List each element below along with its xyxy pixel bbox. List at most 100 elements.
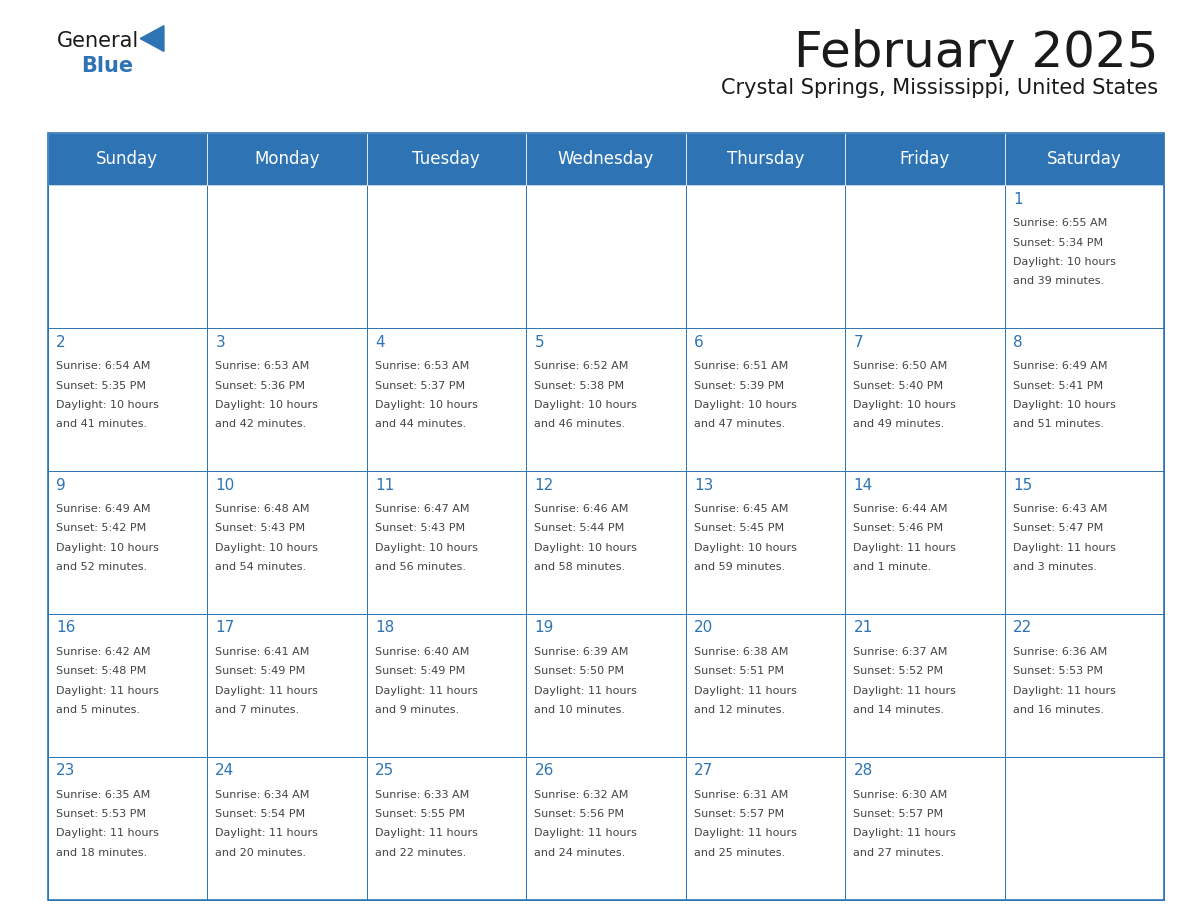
Text: Sunrise: 6:53 AM: Sunrise: 6:53 AM [215, 362, 310, 371]
Text: Sunrise: 6:34 AM: Sunrise: 6:34 AM [215, 789, 310, 800]
Text: and 27 minutes.: and 27 minutes. [853, 847, 944, 857]
Bar [367, 329, 526, 471]
Text: Daylight: 11 hours: Daylight: 11 hours [853, 828, 956, 838]
Text: and 56 minutes.: and 56 minutes. [375, 562, 466, 572]
Text: 25: 25 [375, 763, 394, 778]
Text: Sunset: 5:52 PM: Sunset: 5:52 PM [853, 666, 943, 677]
Text: Sunset: 5:42 PM: Sunset: 5:42 PM [56, 523, 146, 533]
Text: 11: 11 [375, 477, 394, 493]
Text: Sunset: 5:39 PM: Sunset: 5:39 PM [694, 381, 784, 390]
Text: 4: 4 [375, 335, 385, 350]
Text: Sunset: 5:57 PM: Sunset: 5:57 PM [694, 809, 784, 819]
Text: Sunrise: 6:32 AM: Sunrise: 6:32 AM [535, 789, 628, 800]
Text: 16: 16 [56, 621, 75, 635]
Text: and 22 minutes.: and 22 minutes. [375, 847, 466, 857]
Text: Sunrise: 6:31 AM: Sunrise: 6:31 AM [694, 789, 788, 800]
Bar [1005, 471, 1164, 614]
Bar [207, 329, 367, 471]
Text: Saturday: Saturday [1047, 151, 1121, 168]
Bar [1005, 756, 1164, 900]
Text: Daylight: 11 hours: Daylight: 11 hours [853, 543, 956, 553]
Bar [48, 756, 207, 900]
Text: Sunrise: 6:48 AM: Sunrise: 6:48 AM [215, 504, 310, 514]
Text: and 42 minutes.: and 42 minutes. [215, 420, 307, 429]
Text: Sunset: 5:49 PM: Sunset: 5:49 PM [375, 666, 466, 677]
Bar [685, 471, 845, 614]
Text: 18: 18 [375, 621, 394, 635]
Text: Daylight: 10 hours: Daylight: 10 hours [56, 543, 159, 553]
Text: 2: 2 [56, 335, 65, 350]
Text: Daylight: 10 hours: Daylight: 10 hours [694, 543, 797, 553]
Text: Sunrise: 6:47 AM: Sunrise: 6:47 AM [375, 504, 469, 514]
Bar [526, 329, 685, 471]
Text: Daylight: 10 hours: Daylight: 10 hours [375, 543, 478, 553]
Text: and 16 minutes.: and 16 minutes. [1013, 705, 1104, 715]
Bar [207, 471, 367, 614]
Text: and 10 minutes.: and 10 minutes. [535, 705, 625, 715]
Text: Sunrise: 6:51 AM: Sunrise: 6:51 AM [694, 362, 788, 371]
Text: Daylight: 10 hours: Daylight: 10 hours [215, 400, 318, 409]
Bar [367, 614, 526, 756]
Text: Sunrise: 6:39 AM: Sunrise: 6:39 AM [535, 647, 628, 657]
Text: Daylight: 10 hours: Daylight: 10 hours [1013, 257, 1116, 267]
Text: Daylight: 11 hours: Daylight: 11 hours [535, 828, 637, 838]
Text: 7: 7 [853, 335, 864, 350]
Bar [685, 185, 845, 329]
Text: and 49 minutes.: and 49 minutes. [853, 420, 944, 429]
Text: and 46 minutes.: and 46 minutes. [535, 420, 626, 429]
Text: and 59 minutes.: and 59 minutes. [694, 562, 785, 572]
Bar [685, 614, 845, 756]
Bar [207, 185, 367, 329]
Bar [526, 185, 685, 329]
Text: Daylight: 11 hours: Daylight: 11 hours [375, 828, 478, 838]
Text: Sunrise: 6:46 AM: Sunrise: 6:46 AM [535, 504, 628, 514]
Text: Sunrise: 6:42 AM: Sunrise: 6:42 AM [56, 647, 151, 657]
Text: and 58 minutes.: and 58 minutes. [535, 562, 626, 572]
Text: 12: 12 [535, 477, 554, 493]
Text: Sunrise: 6:52 AM: Sunrise: 6:52 AM [535, 362, 628, 371]
Bar [526, 133, 685, 185]
Bar [48, 185, 207, 329]
Text: Sunrise: 6:49 AM: Sunrise: 6:49 AM [1013, 362, 1107, 371]
Bar [526, 756, 685, 900]
Text: 5: 5 [535, 335, 544, 350]
Text: and 54 minutes.: and 54 minutes. [215, 562, 307, 572]
Text: Daylight: 11 hours: Daylight: 11 hours [56, 828, 159, 838]
Text: Sunrise: 6:55 AM: Sunrise: 6:55 AM [1013, 218, 1107, 229]
Text: 28: 28 [853, 763, 873, 778]
Bar [48, 133, 207, 185]
Text: and 9 minutes.: and 9 minutes. [375, 705, 459, 715]
Text: Sunset: 5:37 PM: Sunset: 5:37 PM [375, 381, 465, 390]
Text: Sunset: 5:53 PM: Sunset: 5:53 PM [56, 809, 146, 819]
Text: Sunset: 5:36 PM: Sunset: 5:36 PM [215, 381, 305, 390]
Text: 1: 1 [1013, 192, 1023, 207]
Text: 10: 10 [215, 477, 234, 493]
Text: Wednesday: Wednesday [557, 151, 655, 168]
Text: Daylight: 11 hours: Daylight: 11 hours [215, 686, 318, 696]
Text: Sunrise: 6:35 AM: Sunrise: 6:35 AM [56, 789, 150, 800]
Text: and 24 minutes.: and 24 minutes. [535, 847, 626, 857]
Text: and 52 minutes.: and 52 minutes. [56, 562, 147, 572]
Text: Thursday: Thursday [727, 151, 804, 168]
Text: Sunrise: 6:43 AM: Sunrise: 6:43 AM [1013, 504, 1107, 514]
Text: Crystal Springs, Mississippi, United States: Crystal Springs, Mississippi, United Sta… [721, 78, 1158, 98]
Text: Daylight: 10 hours: Daylight: 10 hours [375, 400, 478, 409]
Bar [1005, 133, 1164, 185]
Bar [48, 133, 1164, 900]
Text: Sunset: 5:56 PM: Sunset: 5:56 PM [535, 809, 625, 819]
Text: Daylight: 11 hours: Daylight: 11 hours [694, 828, 797, 838]
Text: and 44 minutes.: and 44 minutes. [375, 420, 466, 429]
Text: and 7 minutes.: and 7 minutes. [215, 705, 299, 715]
Text: 27: 27 [694, 763, 713, 778]
Text: Sunset: 5:35 PM: Sunset: 5:35 PM [56, 381, 146, 390]
Text: Sunrise: 6:41 AM: Sunrise: 6:41 AM [215, 647, 310, 657]
Text: 22: 22 [1013, 621, 1032, 635]
Text: Daylight: 11 hours: Daylight: 11 hours [694, 686, 797, 696]
Bar [1005, 614, 1164, 756]
Text: 8: 8 [1013, 335, 1023, 350]
Text: Friday: Friday [899, 151, 950, 168]
Text: and 14 minutes.: and 14 minutes. [853, 705, 944, 715]
Text: Sunrise: 6:45 AM: Sunrise: 6:45 AM [694, 504, 789, 514]
Text: Monday: Monday [254, 151, 320, 168]
Text: Sunrise: 6:44 AM: Sunrise: 6:44 AM [853, 504, 948, 514]
